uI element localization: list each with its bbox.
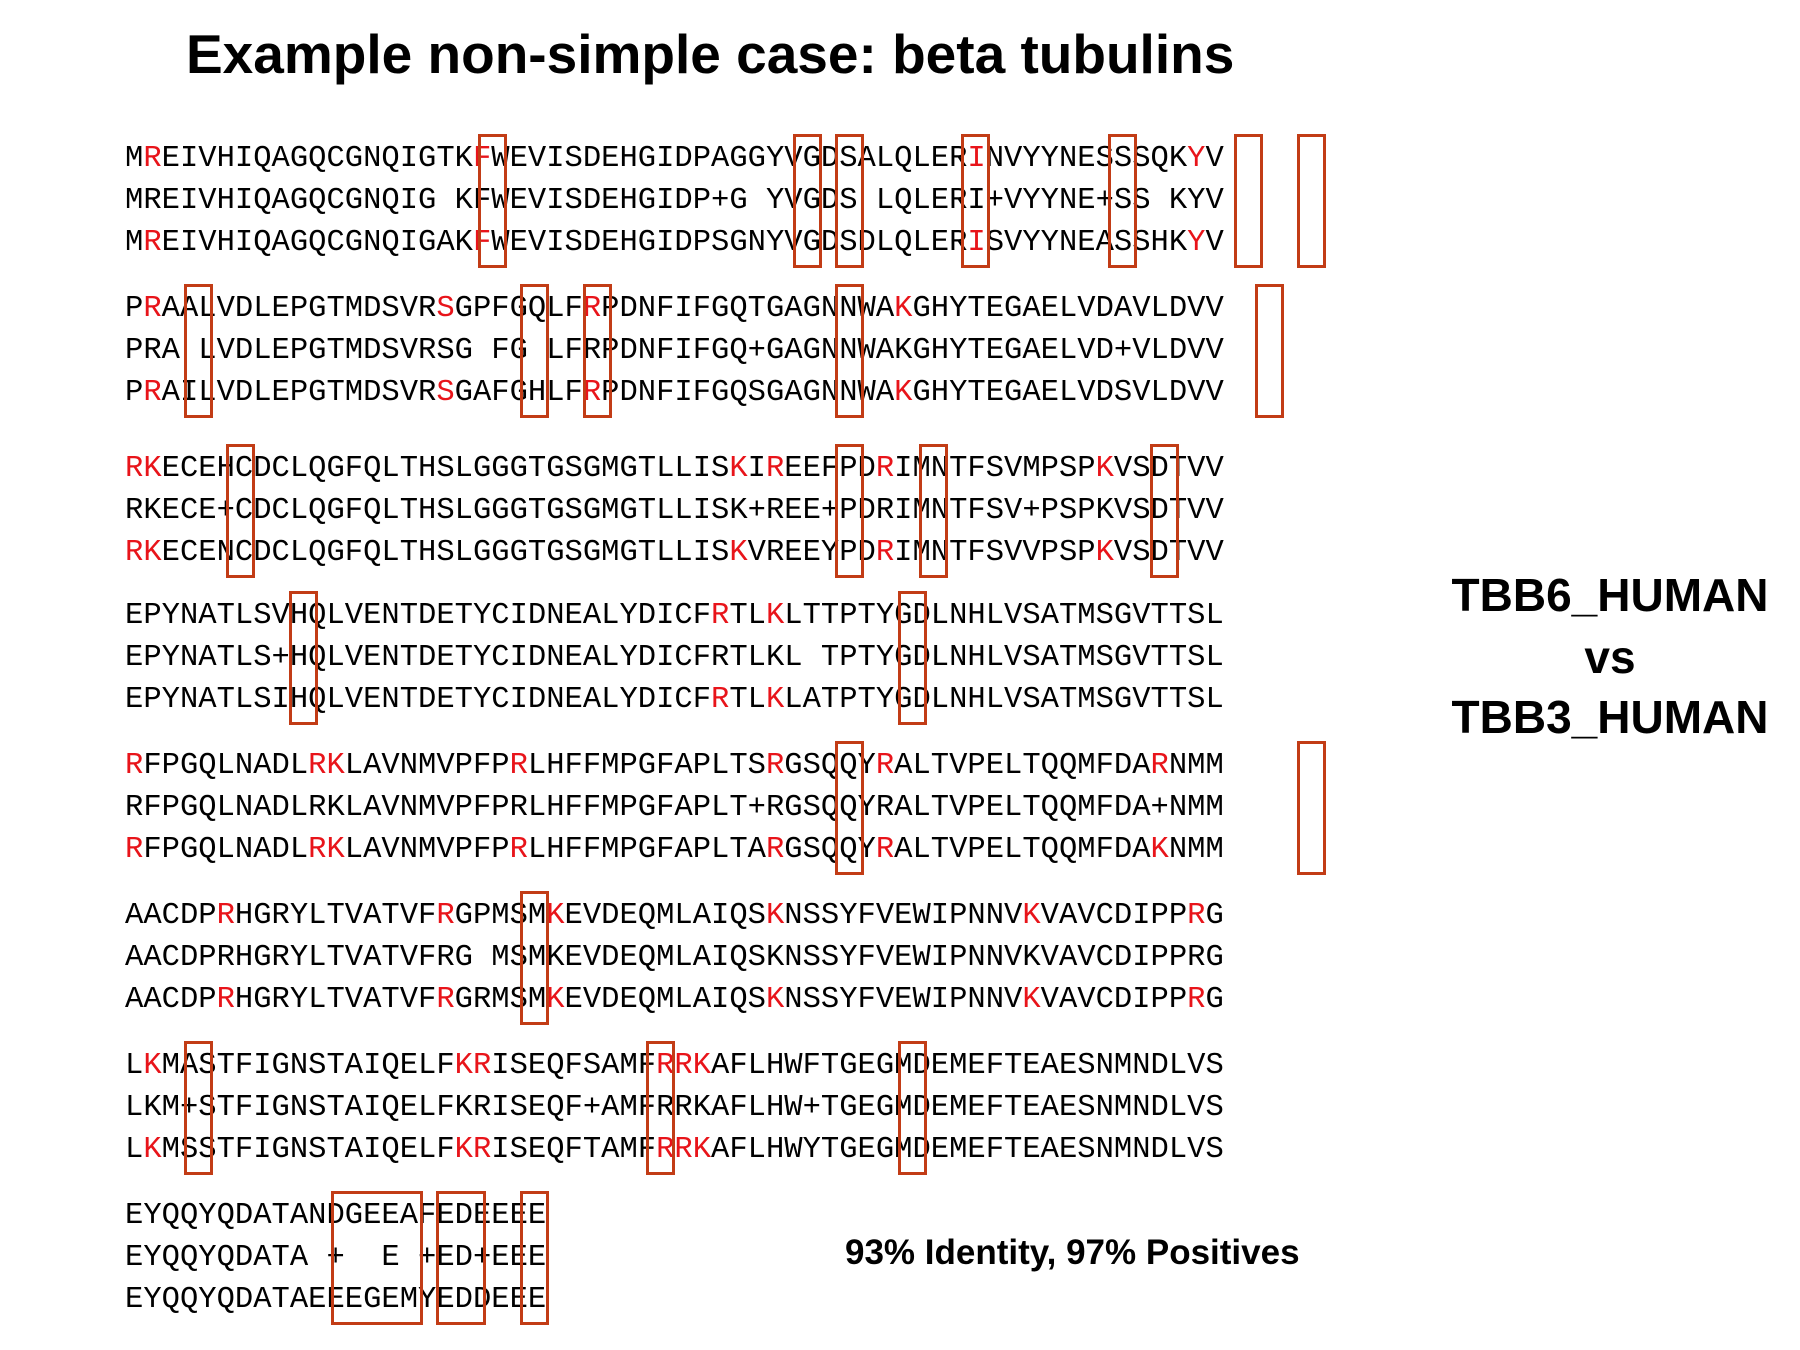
alignment-block: AACDPRHGRYLTVATVFRGPMSMKEVDEQMLAIQSKNSSY… [125, 891, 1405, 1025]
mismatch-box [1297, 134, 1326, 268]
subject-sequence-line: EPYNATLSIHQLVENTDETYCIDNEALYDICFRTLKLATP… [125, 683, 1224, 717]
match-line: AACDPRHGRYLTVATVFRG MSMKEVDEQMLAIQSKNSSY… [125, 941, 1224, 975]
mismatch-box [1297, 741, 1326, 875]
alignment-block: PRAALVDLEPGTMDSVRSGPFGQLFRPDNFIFGQTGAGNN… [125, 284, 1405, 418]
query-protein-name: TBB6_HUMAN [1451, 569, 1769, 621]
match-line: EPYNATLS+HQLVENTDETYCIDNEALYDICFRTLKL TP… [125, 641, 1224, 675]
mismatch-box [1255, 284, 1284, 418]
subject-sequence-line: PRAILVDLEPGTMDSVRSGAFGHLFRPDNFIFGQSGAGNN… [125, 376, 1224, 410]
alignment-block: EPYNATLSVHQLVENTDETYCIDNEALYDICFRTLKLTTP… [125, 591, 1405, 725]
match-line: PRA LVDLEPGTMDSVRSG FG LFRPDNFIFGQ+GAGNN… [125, 334, 1224, 368]
match-line: MREIVHIQAGQCGNQIG KFWEVISDEHGIDP+G YVGDS… [125, 184, 1224, 218]
subject-sequence-line: RKECENCDCLQGFQLTHSLGGGTGSGMGTLLISKVREEYP… [125, 536, 1224, 570]
mismatch-box [1234, 134, 1263, 268]
match-line: EYQQYQDATA + E +ED+EEE [125, 1241, 547, 1275]
match-line: RKECE+CDCLQGFQLTHSLGGGTGSGMGTLLISK+REE+P… [125, 494, 1224, 528]
subject-sequence-line: EYQQYQDATAEEEGEMYEDDEEE [125, 1283, 547, 1317]
query-sequence-line: LKMASTFIGNSTAIQELFKRISEQFSAMFRRKAFLHWFTG… [125, 1049, 1224, 1083]
identity-stats: 93% Identity, 97% Positives [845, 1233, 1300, 1272]
match-line: RFPGQLNADLRKLAVNMVPFPRLHFFMPGFAPLT+RGSQQ… [125, 791, 1224, 825]
query-sequence-line: RFPGQLNADLRKLAVNMVPFPRLHFFMPGFAPLTSRGSQQ… [125, 749, 1224, 783]
query-sequence-line: PRAALVDLEPGTMDSVRSGPFGQLFRPDNFIFGQTGAGNN… [125, 292, 1224, 326]
query-sequence-line: MREIVHIQAGQCGNQIGTKFWEVISDEHGIDPAGGYVGDS… [125, 142, 1224, 176]
alignment-block: MREIVHIQAGQCGNQIGTKFWEVISDEHGIDPAGGYVGDS… [125, 134, 1405, 268]
slide-title: Example non-simple case: beta tubulins [186, 23, 1235, 85]
alignment-block: RFPGQLNADLRKLAVNMVPFPRLHFFMPGFAPLTSRGSQQ… [125, 741, 1405, 875]
match-line: LKM+STFIGNSTAIQELFKRISEQF+AMFRRKAFLHW+TG… [125, 1091, 1224, 1125]
subject-protein-name: TBB3_HUMAN [1451, 691, 1769, 743]
alignment-block: LKMASTFIGNSTAIQELFKRISEQFSAMFRRKAFLHWFTG… [125, 1041, 1405, 1175]
query-sequence-line: EYQQYQDATANDGEEAFEDEEEE [125, 1199, 547, 1233]
subject-sequence-line: AACDPRHGRYLTVATVFRGRMSMKEVDEQMLAIQSKNSSY… [125, 983, 1224, 1017]
query-sequence-line: RKECEHCDCLQGFQLTHSLGGGTGSGMGTLLISKIREEFP… [125, 452, 1224, 486]
vs-label: vs [1584, 631, 1636, 683]
subject-sequence-line: RFPGQLNADLRKLAVNMVPFPRLHFFMPGFAPLTARGSQQ… [125, 833, 1224, 867]
subject-sequence-line: MREIVHIQAGQCGNQIGAKFWEVISDEHGIDPSGNYVGDS… [125, 226, 1224, 260]
subject-sequence-line: LKMSSTFIGNSTAIQELFKRISEQFTAMFRRKAFLHWYTG… [125, 1133, 1224, 1167]
alignment-block: RKECEHCDCLQGFQLTHSLGGGTGSGMGTLLISKIREEFP… [125, 444, 1405, 578]
query-sequence-line: AACDPRHGRYLTVATVFRGPMSMKEVDEQMLAIQSKNSSY… [125, 899, 1224, 933]
query-sequence-line: EPYNATLSVHQLVENTDETYCIDNEALYDICFRTLKLTTP… [125, 599, 1224, 633]
